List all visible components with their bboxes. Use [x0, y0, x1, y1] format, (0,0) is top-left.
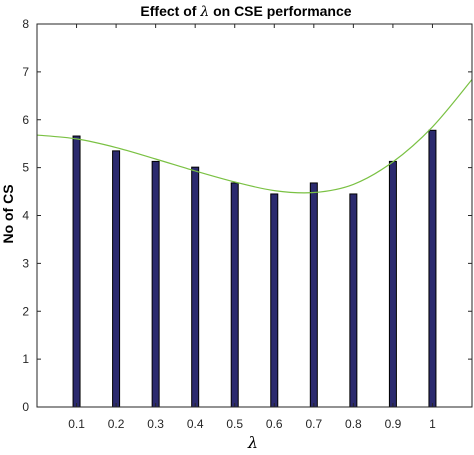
x-axis-label: λ [247, 433, 258, 452]
chart-title-prefix: Effect of [140, 3, 196, 19]
chart-title-suffix: on CSE performance [213, 3, 352, 19]
x-tick-label: 0.3 [147, 417, 164, 431]
x-tick-label: 0.2 [108, 417, 125, 431]
x-tick-label: 0.6 [266, 417, 283, 431]
y-tick-label: 7 [22, 65, 29, 79]
plot-background [37, 24, 472, 407]
plot-area: 0 1 2 3 4 5 6 7 8 0.1 0.2 0.3 0.4 0.5 0.6 0.7 0.8 0.9 1 [22, 17, 473, 431]
bar-0.3 [151, 160, 160, 408]
bar-0.9 [388, 160, 397, 408]
x-tick-label: 0.4 [187, 417, 204, 431]
chart-title-symbol: λ [199, 4, 209, 20]
y-tick-label: 5 [22, 161, 29, 175]
x-tick-label: 0.8 [345, 417, 362, 431]
bar-0.8 [349, 193, 358, 408]
bar-0.2 [112, 150, 121, 408]
y-tick-label: 8 [22, 17, 29, 31]
trend-line [36, 79, 473, 194]
y-tick-label: 0 [22, 400, 29, 414]
y-tick-label: 1 [22, 352, 29, 366]
bar-1 [428, 129, 437, 408]
x-tick-label: 0.1 [68, 417, 85, 431]
y-tick-label: 6 [22, 113, 29, 127]
bar-0.5 [230, 182, 239, 408]
x-tick-label: 1 [429, 417, 436, 431]
y-tick-label: 4 [22, 209, 29, 223]
y-tick-label: 3 [22, 256, 29, 270]
bar-0.1 [72, 135, 81, 408]
x-tick-label: 0.7 [305, 417, 322, 431]
x-tick-label: 0.9 [385, 417, 402, 431]
y-axis-label: No of CS [0, 184, 16, 243]
x-tick-label: 0.5 [226, 417, 243, 431]
y-tick-label: 2 [22, 304, 29, 318]
bar-0.6 [270, 193, 279, 408]
chart-title: Effect of λ on CSE performance [140, 3, 351, 20]
bar-0.4 [191, 166, 200, 408]
bar-0.7 [309, 182, 318, 408]
